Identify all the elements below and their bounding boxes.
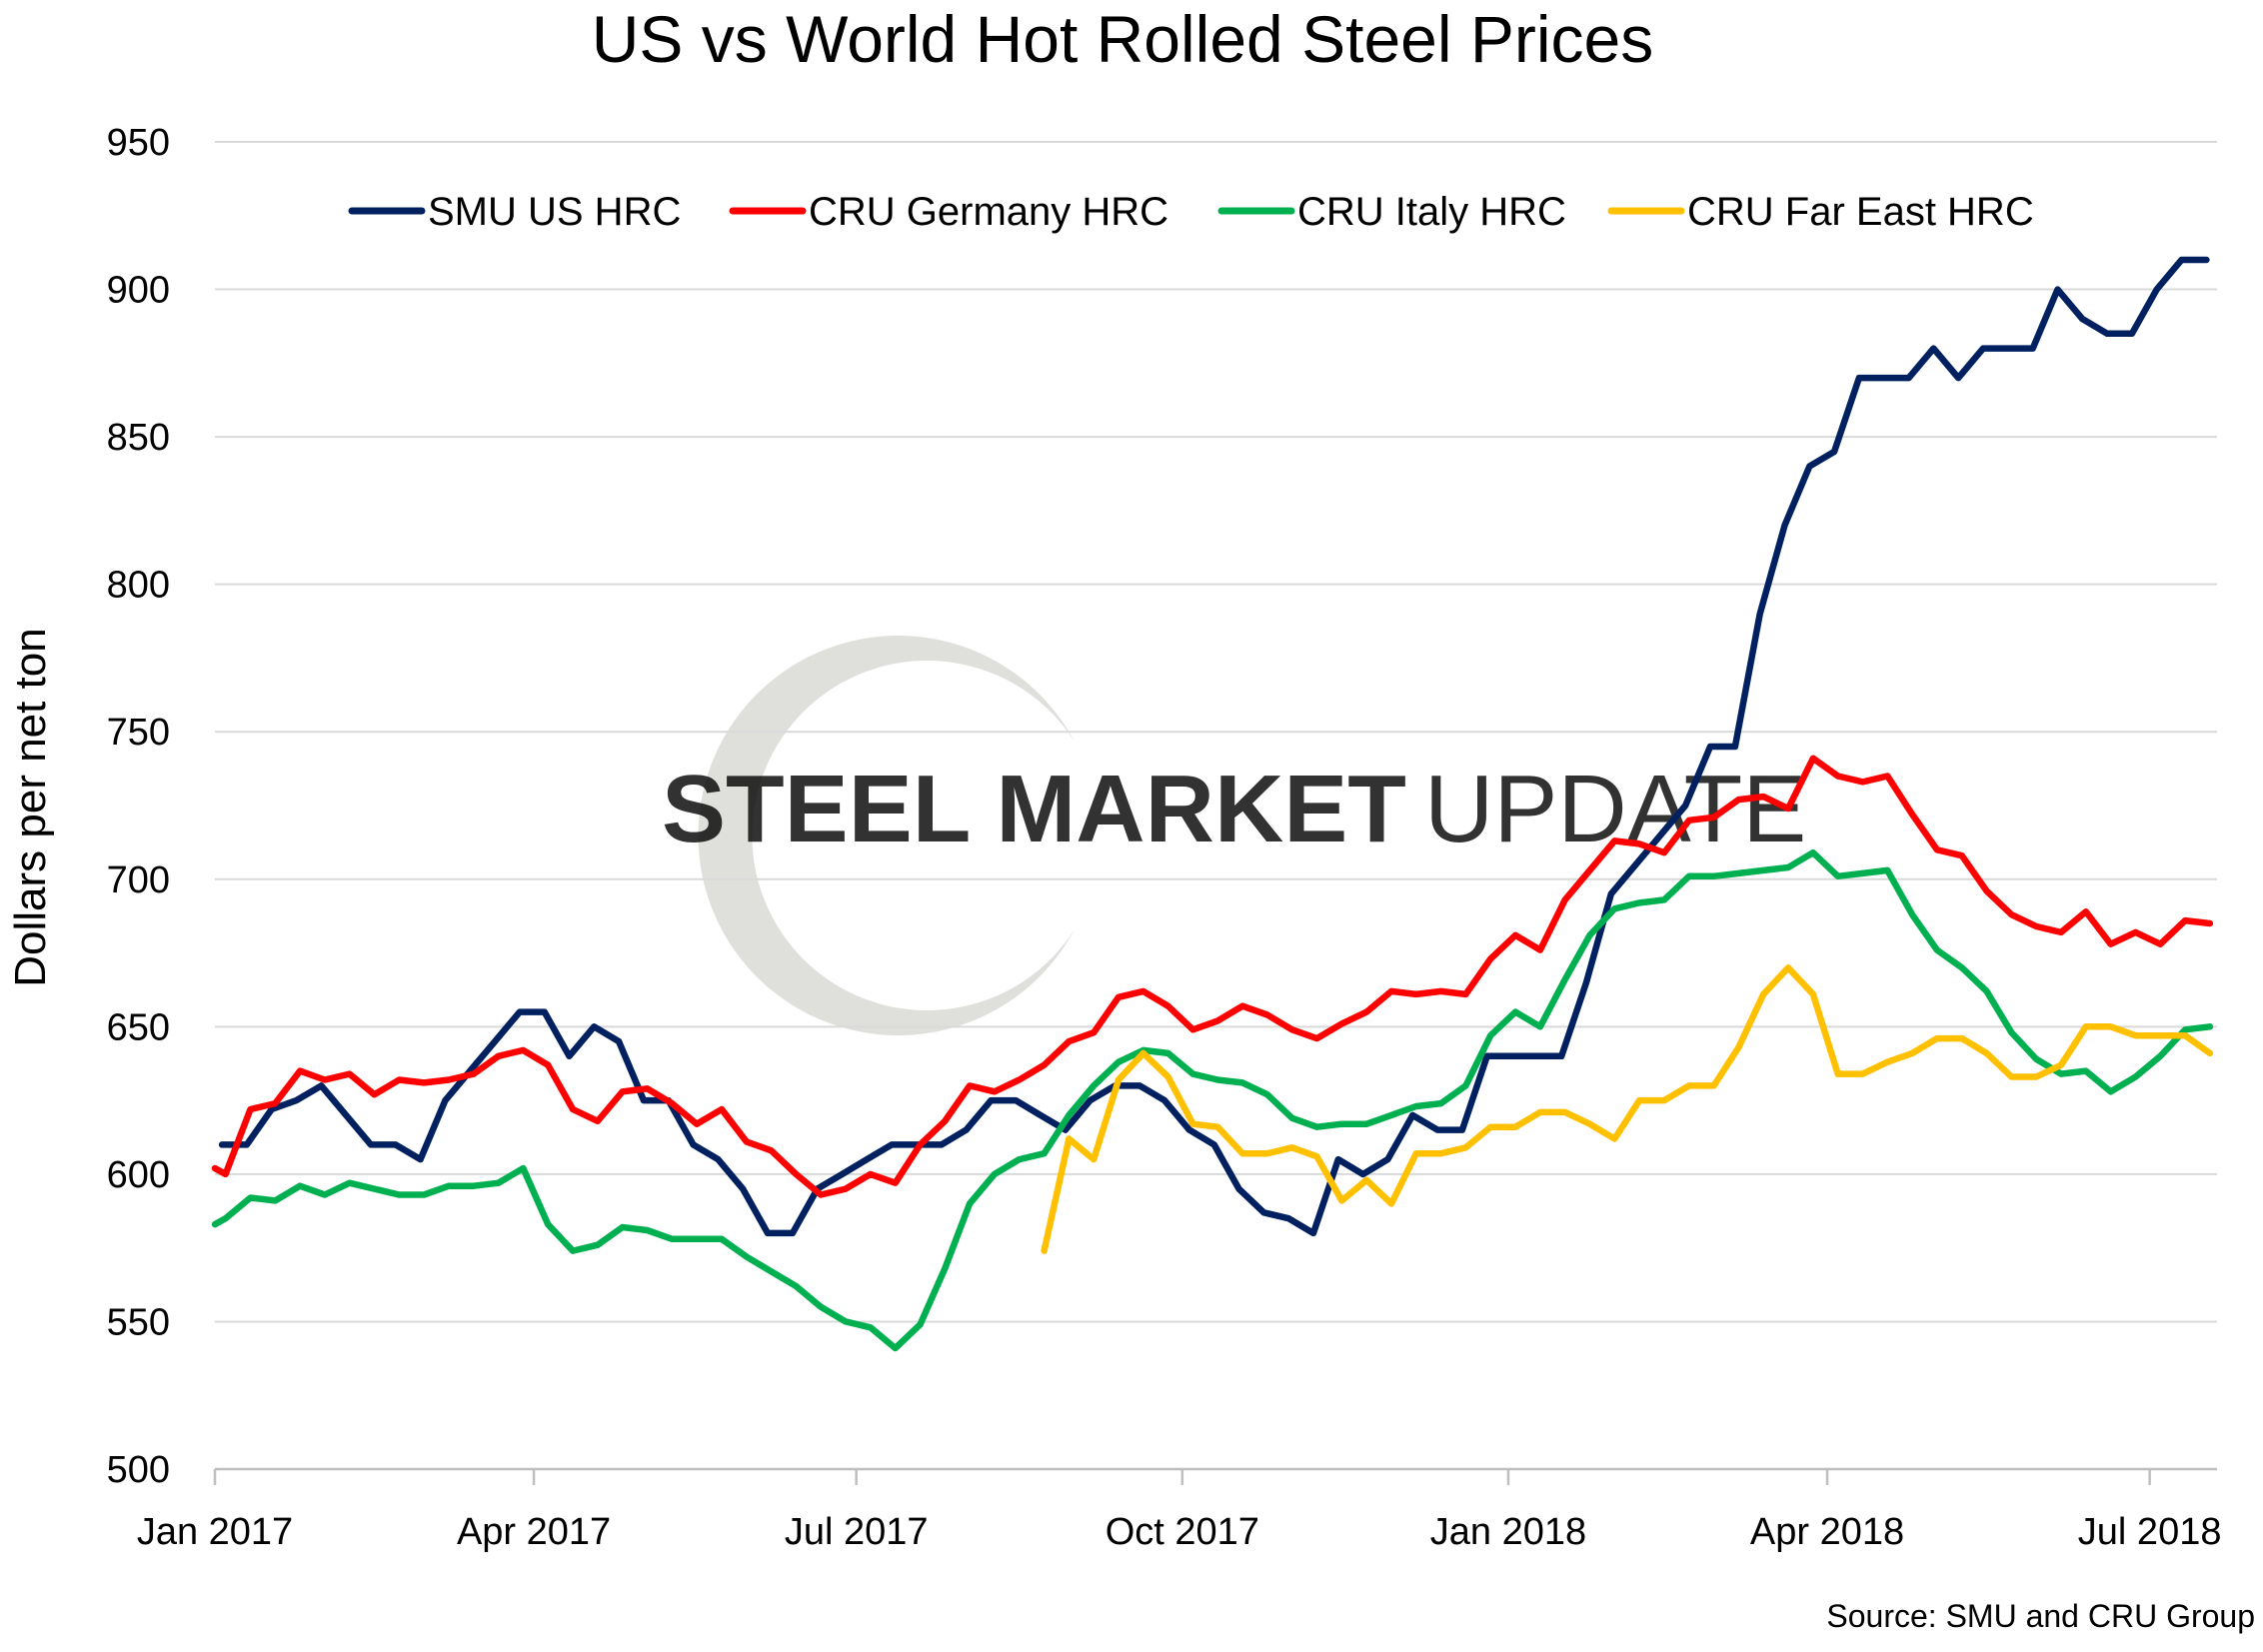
series-line-2 (211, 755, 2214, 1198)
y-tick-label: 600 (107, 1154, 170, 1196)
y-tick-label: 550 (107, 1301, 170, 1343)
x-tick-label: Jul 2018 (2078, 1511, 2222, 1553)
watermark-text-light: UPDATE (1424, 756, 1806, 862)
x-tick-label: Oct 2017 (1106, 1511, 1259, 1553)
series-line-4 (1041, 964, 2214, 1254)
gridlines (215, 141, 2217, 1323)
y-tick-label: 950 (107, 122, 170, 164)
watermark-text-bold: STEEL MARKET (662, 756, 1406, 862)
series-line-1 (218, 256, 2210, 1237)
series-lines (211, 256, 2214, 1352)
x-axis: Jan 2017 Apr 2017 Jul 2017 Oct 2017 Jan 2018… (137, 1467, 2222, 1553)
watermark-logo: STEEL MARKET UPDATE (662, 636, 1806, 1035)
y-tick-label: 750 (107, 712, 170, 754)
legend-label: SMU US HRC (428, 190, 681, 234)
y-tick-label: 900 (107, 270, 170, 312)
y-tick-label: 800 (107, 565, 170, 607)
source-note: Source: SMU and CRU Group (1826, 1598, 2255, 1634)
series-line-3 (211, 848, 2214, 1352)
x-tick-label: Jan 2017 (137, 1511, 293, 1553)
y-tick-label: 650 (107, 1006, 170, 1048)
y-tick-label: 500 (107, 1449, 170, 1491)
x-tick-label: Apr 2017 (457, 1511, 611, 1553)
y-axis: 500 550 600 650 700 750 800 850 900 950 (107, 122, 170, 1491)
legend-label: CRU Italy HRC (1297, 190, 1566, 234)
legend-label: CRU Germany HRC (809, 190, 1168, 234)
legend: SMU US HRC CRU Germany HRC CRU Italy HRC CR… (348, 190, 2034, 234)
x-tick-label: Apr 2018 (1750, 1511, 1904, 1553)
x-tick-label: Jan 2018 (1430, 1511, 1586, 1553)
legend-label: CRU Far East HRC (1687, 190, 2034, 234)
y-tick-label: 850 (107, 417, 170, 459)
x-tick-label: Jul 2017 (785, 1511, 929, 1553)
y-tick-label: 700 (107, 859, 170, 901)
chart-title: US vs World Hot Rolled Steel Prices (592, 2, 1653, 76)
y-axis-label: Dollars per net ton (6, 628, 55, 987)
